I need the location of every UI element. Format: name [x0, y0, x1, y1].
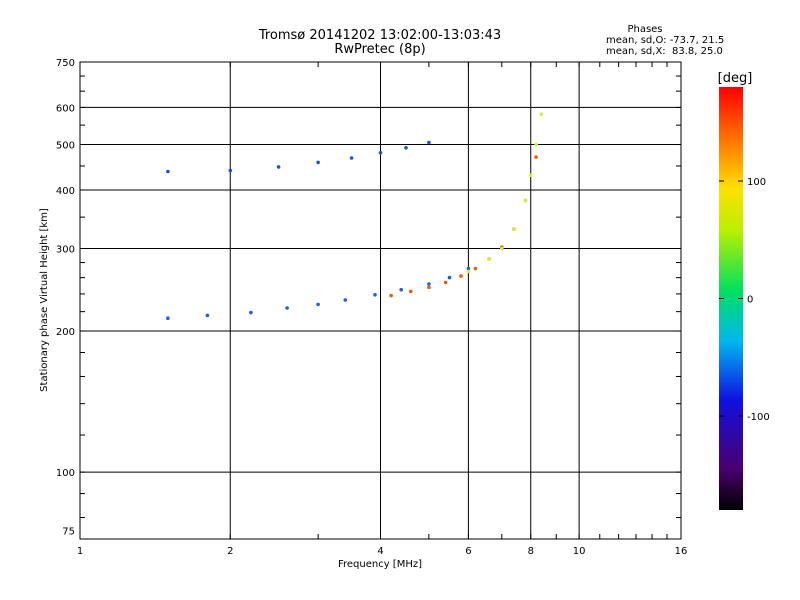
x-tick-label: 4 [377, 546, 383, 557]
phases-box: Phases mean, sd,O: -73.7, 21.5 mean, sd,… [606, 24, 724, 57]
data-point [316, 302, 320, 307]
data-point [378, 151, 383, 155]
y-tick-label: 75 [62, 527, 75, 538]
data-point [166, 169, 170, 174]
chart-subtitle: RwPretec (8p) [334, 42, 425, 57]
data-point [373, 293, 377, 297]
y-ticks: 75 100 200 300 400 500 600 750 [56, 58, 681, 538]
x-tick-label: 16 [675, 546, 688, 557]
y-tick-label: 600 [56, 103, 75, 114]
data-point [539, 112, 544, 117]
data-point [249, 310, 253, 315]
y-tick-label: 100 [56, 468, 75, 479]
y-tick-label: 200 [56, 327, 75, 338]
data-point [447, 275, 452, 280]
data-point [205, 313, 210, 318]
grid [80, 62, 681, 539]
x-tick-label: 1 [77, 546, 83, 557]
y-tick-label: 300 [56, 245, 75, 256]
data-points [166, 112, 544, 321]
data-point [466, 269, 471, 274]
colorbar: [deg] 100 0 -100 [718, 71, 770, 510]
x-axis-label: Frequency [MHz] [338, 559, 422, 570]
data-point [459, 274, 463, 278]
data-point [512, 227, 516, 231]
phases-x-mode: mean, sd,X: 83.8, 25.0 [606, 46, 723, 57]
data-point [427, 282, 431, 286]
phases-heading: Phases [627, 24, 662, 35]
data-point [500, 246, 504, 251]
data-point [399, 287, 404, 292]
x-tick-label: 8 [528, 546, 534, 557]
colorbar-label: [deg] [718, 71, 753, 86]
data-point [228, 168, 233, 173]
x-ticks: 1 2 4 6 8 10 16 [77, 62, 688, 557]
data-point [404, 146, 408, 150]
y-axis-label: Stationary phase Virtual Height [km] [39, 208, 50, 392]
chart-title: Tromsø 20141202 13:02:00-13:03:43 [258, 28, 501, 43]
data-point [427, 285, 431, 290]
colorbar-ticks: 100 0 -100 [719, 177, 770, 423]
data-point [285, 306, 289, 310]
data-point [443, 280, 448, 285]
data-point [349, 156, 354, 160]
data-point [529, 173, 533, 177]
data-point [466, 266, 471, 271]
data-point [427, 140, 431, 145]
data-point [523, 198, 528, 203]
data-point [473, 266, 478, 271]
y-tick-label: 500 [56, 141, 75, 152]
data-point [343, 298, 348, 302]
data-point [276, 165, 281, 169]
data-point [166, 316, 170, 321]
phases-o-mode: mean, sd,O: -73.7, 21.5 [606, 35, 724, 46]
data-point [316, 160, 320, 165]
x-tick-label: 6 [465, 546, 471, 557]
data-point [487, 257, 491, 261]
y-tick-label: 400 [56, 186, 75, 197]
x-tick-label: 2 [227, 546, 233, 557]
data-point [409, 289, 413, 294]
y-tick-label: 750 [56, 58, 75, 69]
colorbar-tick-label: 0 [747, 295, 753, 306]
x-tick-label: 10 [573, 546, 586, 557]
data-point [389, 293, 393, 298]
data-point [534, 155, 538, 159]
colorbar-tick-label: -100 [747, 412, 770, 423]
data-point [534, 142, 538, 147]
colorbar-tick-label: 100 [747, 177, 766, 188]
